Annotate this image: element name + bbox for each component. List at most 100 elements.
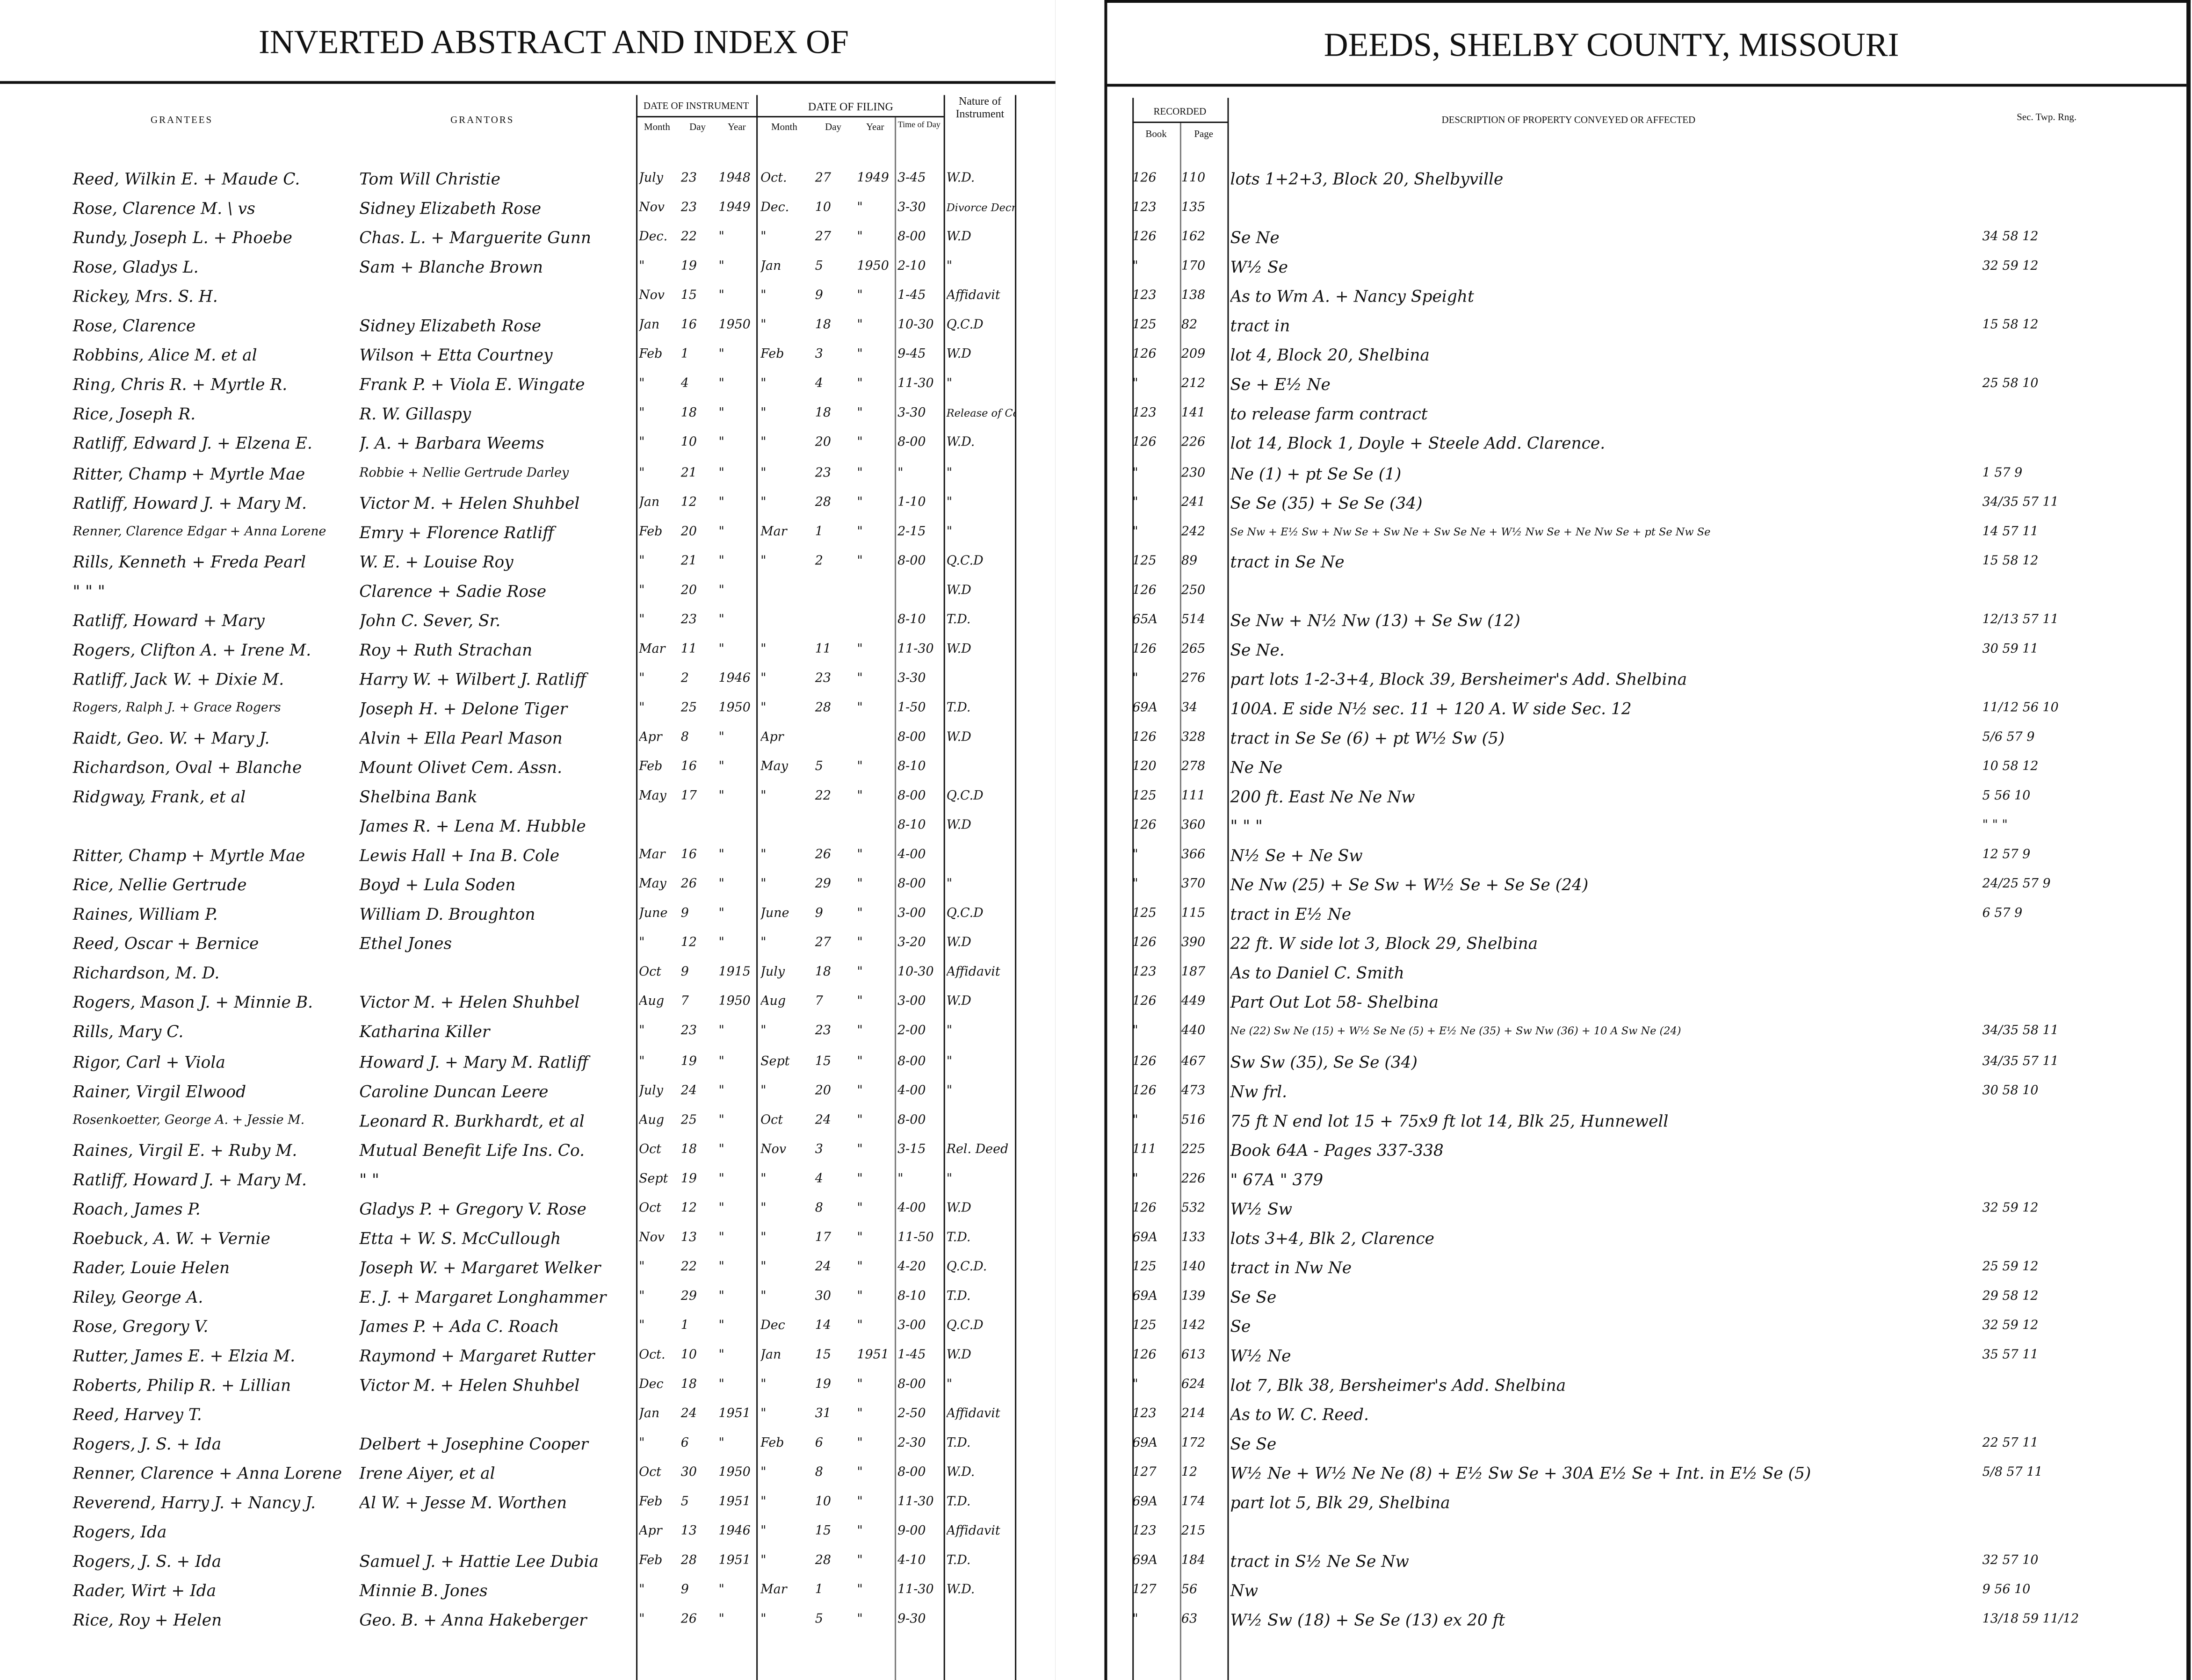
- cell-grantor: Joseph W. + Margaret Welker: [359, 1257, 601, 1277]
- cell-grantor: John C. Sever, Sr.: [359, 610, 501, 630]
- cell-sec-twp-rng: 12/13 57 11: [1982, 613, 2059, 627]
- cell-instr-year: 1948: [718, 172, 751, 186]
- cell-nature: T.D.: [946, 1290, 971, 1304]
- cell-filing-year: ": [857, 995, 863, 1010]
- cell-filing-month: ": [760, 642, 767, 657]
- cell-description: Nw: [1230, 1581, 1258, 1601]
- cell-page: 111: [1181, 790, 1206, 804]
- cell-description: Ne Ne: [1230, 757, 1283, 777]
- cell-time: 4-00: [897, 1201, 926, 1216]
- cell-filing-month: May: [760, 760, 788, 775]
- cell-book: 126: [1132, 584, 1157, 598]
- cell-time: 3-20: [897, 937, 926, 951]
- cell-instr-day: 20: [680, 584, 697, 598]
- cell-filing-day: 15: [815, 1054, 831, 1069]
- cell-instr-year: ": [718, 407, 724, 421]
- cell-filing-year: ": [857, 1613, 863, 1628]
- cell-nature: W.D: [946, 995, 971, 1010]
- filing-year-header: Year: [866, 122, 884, 133]
- header-rule: [1107, 84, 2187, 87]
- cell-description: lots 3+4, Blk 2, Clarence: [1230, 1228, 1435, 1248]
- cell-sec-twp-rng: 9 56 10: [1982, 1584, 2031, 1598]
- cell-time: 2-10: [897, 260, 926, 274]
- header-rule: [0, 81, 1056, 84]
- cell-nature: W.D.: [946, 436, 975, 451]
- cell-instr-day: 18: [680, 407, 697, 421]
- cell-filing-month: Nov: [760, 1143, 787, 1157]
- cell-description: lot 4, Block 20, Shelbina: [1230, 346, 1430, 366]
- cell-description: Ne Nw (25) + Se Sw + W½ Se + Se Se (24): [1230, 875, 1589, 895]
- cell-filing-month: ": [760, 701, 767, 716]
- cell-page: 226: [1181, 1172, 1206, 1186]
- cell-description: Book 64A - Pages 337-338: [1230, 1140, 1444, 1160]
- cell-grantor: Victor M. + Helen Shuhbel: [359, 492, 580, 512]
- cell-grantee: Rills, Mary C.: [72, 1022, 184, 1042]
- cell-grantor: Robbie + Nellie Gertrude Darley: [359, 466, 569, 480]
- cell-instr-month: ": [639, 937, 645, 951]
- cell-nature: Divorce Decree: [946, 201, 1015, 214]
- cell-sec-twp-rng: 12 57 9: [1982, 848, 2031, 863]
- cell-instr-month: ": [639, 407, 645, 421]
- cell-book: 126: [1132, 231, 1157, 245]
- cell-filing-month: ": [760, 1260, 767, 1275]
- cell-filing-day: 28: [815, 1555, 831, 1569]
- cell-filing-month: ": [760, 1172, 767, 1186]
- cell-filing-month: ": [760, 790, 767, 804]
- cell-nature: T.D.: [946, 1496, 971, 1510]
- cell-filing-year: ": [857, 289, 863, 304]
- cell-page: 624: [1181, 1378, 1206, 1392]
- cell-page: 250: [1181, 584, 1206, 598]
- cell-instr-month: ": [639, 1260, 645, 1275]
- cell-instr-day: 11: [680, 642, 697, 657]
- cell-nature: W.D.: [946, 172, 975, 186]
- cell-page: 110: [1181, 172, 1206, 186]
- cell-book: ": [1132, 525, 1138, 539]
- cell-grantee: Raidt, Geo. W. + Mary J.: [72, 728, 270, 748]
- cell-instr-month: Oct.: [639, 1348, 666, 1363]
- cell-instr-year: 1951: [718, 1496, 751, 1510]
- cell-filing-month: ": [760, 466, 767, 480]
- cell-filing-month: ": [760, 407, 767, 421]
- cell-instr-month: July: [639, 1084, 664, 1098]
- instr-day-header: Day: [689, 122, 706, 133]
- column-divider: [1179, 123, 1181, 1680]
- cell-filing-day: 10: [815, 201, 831, 216]
- column-divider: [895, 117, 897, 1680]
- cell-grantor: Frank P. + Viola E. Wingate: [359, 375, 585, 395]
- left-page: INVERTED ABSTRACT AND INDEX OF GRANTEES …: [0, 0, 1060, 1680]
- cell-filing-year: ": [857, 1437, 863, 1451]
- cell-description: to release farm contract: [1230, 404, 1428, 424]
- cell-instr-year: ": [718, 613, 724, 627]
- cell-filing-month: Mar: [760, 525, 787, 539]
- cell-filing-year: ": [857, 790, 863, 804]
- cell-book: 125: [1132, 790, 1157, 804]
- cell-filing-year: ": [857, 495, 863, 510]
- cell-nature: ": [946, 466, 953, 480]
- cell-page: 142: [1181, 1319, 1206, 1334]
- cell-instr-year: ": [718, 1290, 724, 1304]
- cell-sec-twp-rng: 5/6 57 9: [1982, 731, 2035, 745]
- cell-book: 126: [1132, 731, 1157, 745]
- cell-grantor: Al W. + Jesse M. Worthen: [359, 1493, 567, 1513]
- cell-filing-year: ": [857, 907, 863, 922]
- cell-page: 390: [1181, 937, 1206, 951]
- cell-grantor: Sidney Elizabeth Rose: [359, 198, 542, 218]
- cell-description: Se Se (35) + Se Se (34): [1230, 492, 1423, 512]
- cell-instr-year: ": [718, 525, 724, 539]
- cell-description: As to Daniel C. Smith: [1230, 963, 1404, 983]
- cell-page: 34: [1181, 701, 1198, 716]
- cell-page: 12: [1181, 1466, 1198, 1481]
- cell-page: 162: [1181, 231, 1206, 245]
- cell-description: Se + E½ Ne: [1230, 375, 1331, 395]
- cell-filing-day: 6: [815, 1437, 823, 1451]
- cell-sec-twp-rng: 24/25 57 9: [1982, 878, 2051, 892]
- cell-page: 370: [1181, 878, 1206, 892]
- cell-instr-month: Feb: [639, 1496, 663, 1510]
- cell-time: 8-00: [897, 790, 926, 804]
- cell-instr-year: 1950: [718, 995, 751, 1010]
- cell-filing-day: 3: [815, 348, 823, 363]
- cell-instr-year: 1950: [718, 1466, 751, 1481]
- cell-grantor: J. A. + Barbara Weems: [359, 433, 544, 454]
- cell-book: 126: [1132, 642, 1157, 657]
- cell-book: 126: [1132, 1084, 1157, 1098]
